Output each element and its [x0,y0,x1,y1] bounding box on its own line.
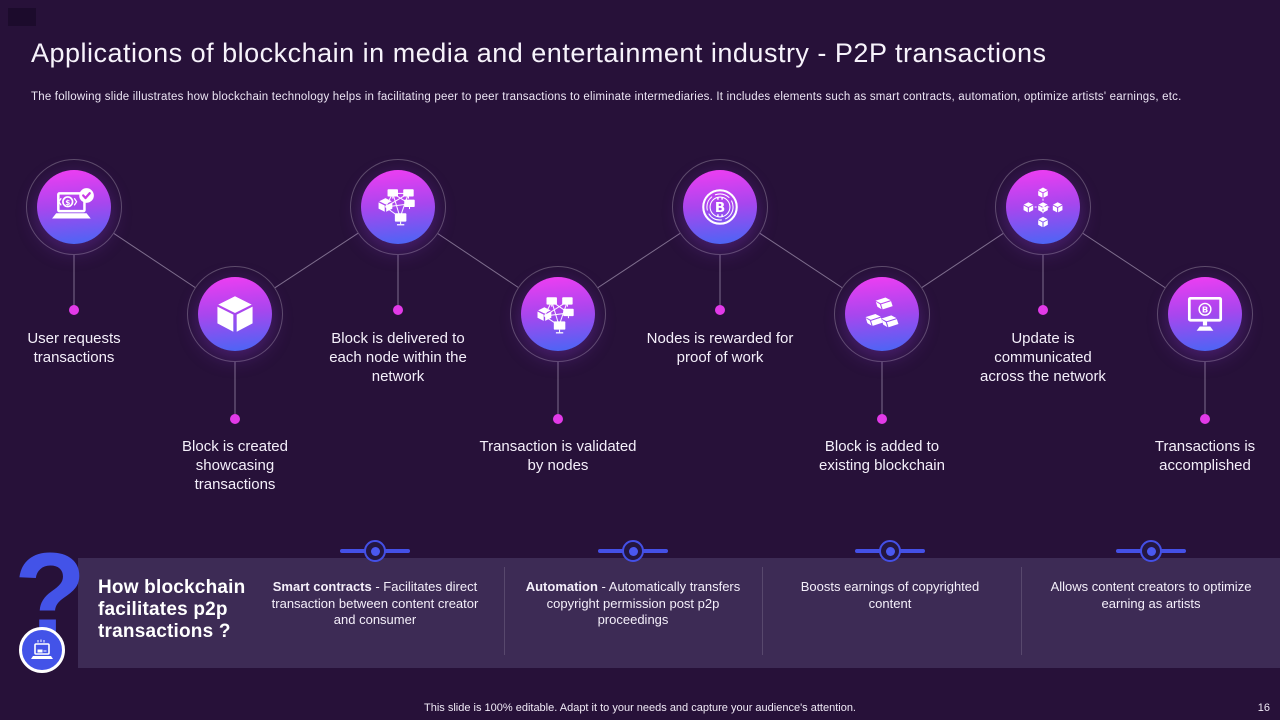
step-label-7: Update is communicated across the networ… [980,330,1106,385]
cube-icon [217,296,253,332]
connector-node-4 [1140,540,1162,562]
laptop-transaction-icon: $ [52,188,94,219]
step-label-4: Transaction is validated by nodes [479,438,637,474]
page-subtitle: The following slide illustrates how bloc… [31,91,1182,103]
timeline-node-4 [510,266,606,362]
page-title: Applications of blockchain in media and … [31,38,1047,68]
panel-divider-2 [762,567,763,655]
svg-text:B: B [1202,304,1208,314]
step-label-1: User requests transactions [27,330,121,366]
panel-item-smart-contracts: Smart contracts - Facilitates direct tra… [263,579,487,629]
network-nodes-icon [378,189,415,226]
panel-item-text: Boosts earnings of copyrighted content [800,579,980,611]
timeline-node-5: B [672,159,768,255]
timeline-node-1: $ [26,159,122,255]
connector-node-1 [364,540,386,562]
bottom-question: How blockchain facilitates p2p transacti… [98,577,246,642]
timeline-node-7 [995,159,1091,255]
panel-item-automation: Automation - Automatically transfers cop… [521,579,745,629]
panel-item-earnings: Boosts earnings of copyrighted content [778,579,1002,612]
panel-item-text: - Automatically transfers copyright perm… [546,579,741,627]
footer-note: This slide is 100% editable. Adapt it to… [424,702,856,714]
page-number: 16 [1257,702,1270,714]
step-label-8: Transactions is accomplished [1154,438,1256,474]
svg-text:$: $ [65,198,70,207]
step-label-5: Nodes is rewarded for proof of work [646,330,794,366]
step-label-6: Block is added to existing blockchain [819,438,945,474]
svg-text:B: B [715,200,725,216]
timeline-node-2 [187,266,283,362]
bottom-panel [78,558,1280,668]
panel-item-text: Allows content creators to optimize earn… [1050,579,1252,611]
validation-network-icon [537,297,574,334]
cube-network-icon [1023,187,1063,228]
blocks-stack-icon [865,297,899,328]
panel-divider-1 [504,567,505,655]
step-label-2: Block is created showcasing transactions [182,438,288,493]
timeline-node-8: B [1157,266,1253,362]
timeline-node-3 [350,159,446,255]
question-badge [19,627,65,673]
panel-item-creators: Allows content creators to optimize earn… [1039,579,1263,612]
monitor-bitcoin-icon: B [1187,296,1223,331]
panel-divider-3 [1021,567,1022,655]
bitcoin-coin-icon: B [702,189,738,225]
step-label-3: Block is delivered to each node within t… [329,330,467,385]
connector-node-2 [622,540,644,562]
timeline-node-6 [834,266,930,362]
panel-item-text: - Facilitates direct transaction between… [271,579,479,627]
laptop-icon [31,639,53,659]
corner-decoration [8,8,36,26]
panel-item-emphasis: Smart contracts [272,579,372,594]
connector-node-3 [879,540,901,562]
panel-item-emphasis: Automation [525,579,598,594]
